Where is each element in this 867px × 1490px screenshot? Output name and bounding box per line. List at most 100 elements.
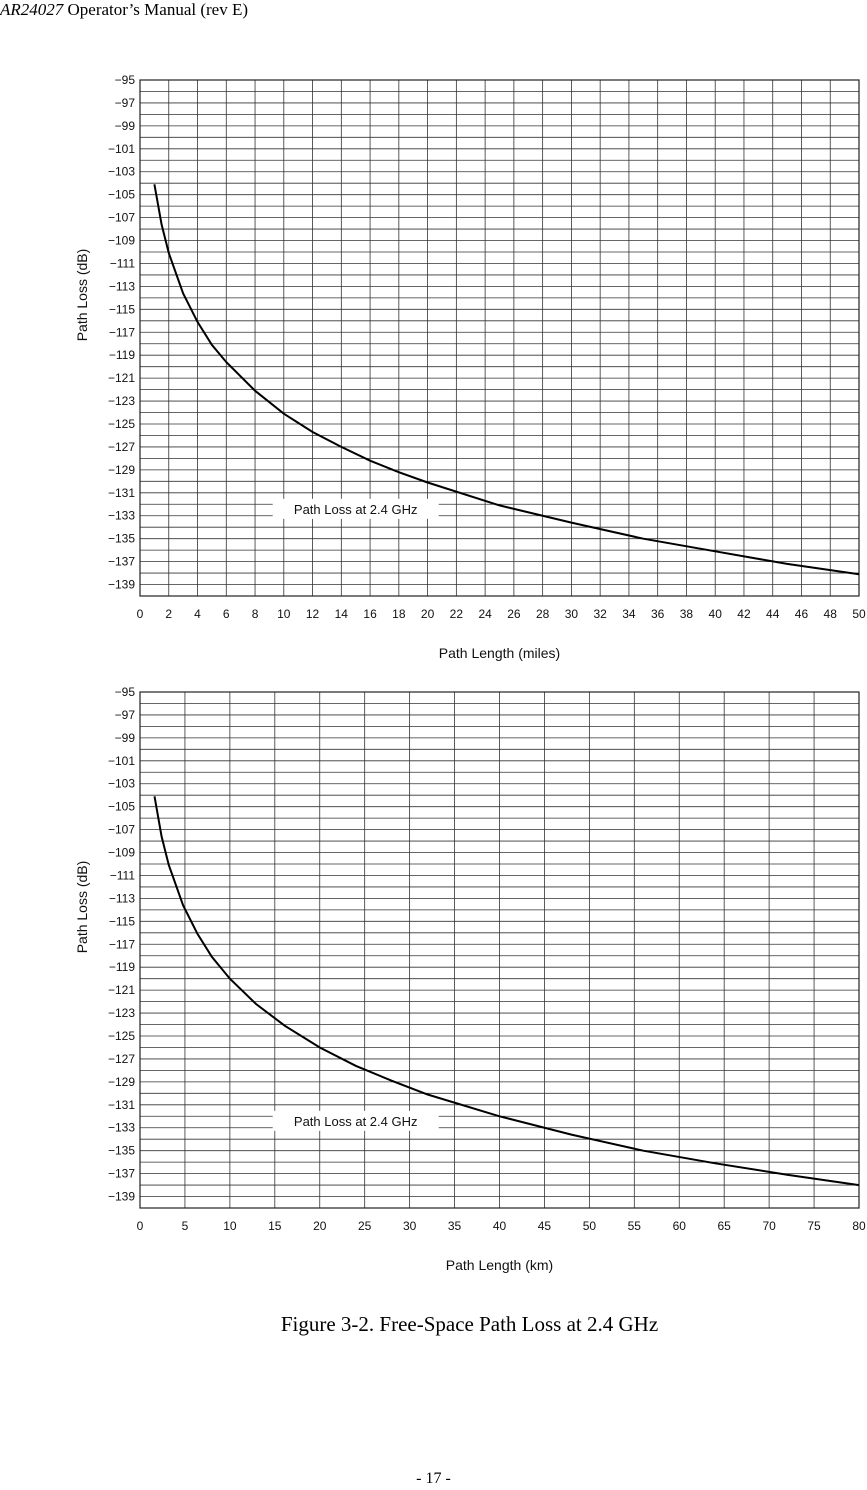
y-tick-label: −129 (108, 1075, 135, 1089)
y-tick-label: −107 (108, 211, 135, 225)
y-tick-label: −127 (108, 440, 135, 454)
y-tick-labels: −95 −97 −99 −101 −103 −105 −107 −109 −111 −113 −11… (108, 73, 135, 592)
y-tick-label: −109 (108, 846, 135, 860)
y-tick-label: −135 (108, 532, 135, 546)
x-tick-label: 46 (795, 607, 809, 621)
annotation-label: Path Loss at 2.4 GHz (294, 1114, 418, 1129)
x-tick-label: 10 (223, 1219, 237, 1233)
x-tick-label: 35 (448, 1219, 462, 1233)
y-tick-label: −125 (108, 417, 135, 431)
y-tick-label: −101 (108, 142, 135, 156)
y-tick-label: −101 (108, 754, 135, 768)
x-tick-labels: 0 5 10 15 20 25 30 35 40 45 50 55 60 65 70 75 80 (137, 1219, 866, 1233)
x-tick-label: 4 (194, 607, 201, 621)
x-tick-label: 55 (628, 1219, 642, 1233)
y-tick-label: −99 (115, 119, 136, 133)
x-tick-label: 34 (622, 607, 636, 621)
x-tick-label: 16 (363, 607, 377, 621)
figure-caption: Figure 3-2. Free-Space Path Loss at 2.4 … (280, 1312, 659, 1336)
annotation-box (272, 498, 439, 519)
series-line (153, 796, 860, 1187)
page-header: AR24027 Operator’s Manual (rev E) (0, 0, 248, 20)
y-tick-label: −139 (108, 578, 135, 592)
x-tick-label: 8 (252, 607, 259, 621)
x-tick-label: 20 (421, 607, 435, 621)
y-tick-label: −133 (108, 509, 135, 523)
x-tick-label: 25 (358, 1219, 372, 1233)
y-tick-label: −111 (110, 256, 136, 270)
y-tick-label: −115 (109, 302, 135, 316)
x-axis-title: Path Length (miles) (439, 645, 560, 661)
x-tick-label: 14 (335, 607, 349, 621)
x-tick-label: 75 (807, 1219, 821, 1233)
x-tick-label: 48 (824, 607, 838, 621)
x-tick-label: 22 (450, 607, 464, 621)
annotation-box (272, 1110, 439, 1131)
x-tick-label: 0 (137, 1219, 144, 1233)
x-tick-label: 24 (478, 607, 492, 621)
x-tick-label: 15 (268, 1219, 282, 1233)
x-tick-labels: 0 2 4 6 8 10 12 14 16 18 20 22 24 26 28 30 32 34 36 38 40 42 4… (137, 607, 866, 621)
x-tick-label: 60 (673, 1219, 687, 1233)
x-tick-label: 10 (277, 607, 291, 621)
document-title: Operator’s Manual (rev E) (63, 0, 249, 19)
y-tick-label: −117 (109, 937, 135, 951)
y-tick-label: −117 (109, 325, 135, 339)
x-tick-label: 42 (737, 607, 751, 621)
y-tick-label: −121 (108, 371, 135, 385)
grid-lines (140, 692, 859, 1208)
y-tick-label: −95 (115, 73, 136, 87)
y-tick-label: −125 (108, 1029, 135, 1043)
x-tick-label: 30 (403, 1219, 417, 1233)
y-tick-label: −119 (109, 348, 135, 362)
y-tick-label: −111 (110, 868, 136, 882)
y-tick-label: −131 (108, 486, 135, 500)
x-tick-label: 2 (165, 607, 172, 621)
document-id: AR24027 (0, 0, 64, 19)
y-tick-label: −103 (108, 165, 135, 179)
y-tick-label: −115 (109, 914, 135, 928)
y-tick-label: −127 (108, 1052, 135, 1066)
y-tick-label: −99 (115, 731, 136, 745)
annotation: Path Loss at 2.4 GHz (272, 498, 439, 519)
path-loss-miles-chart: −95 −97 −99 −101 −103 −105 −107 −109 −111 −113 −11… (74, 73, 866, 661)
y-tick-label: −131 (108, 1098, 135, 1112)
x-tick-label: 44 (766, 607, 780, 621)
x-tick-label: 0 (137, 607, 144, 621)
y-tick-label: −107 (108, 823, 135, 837)
x-tick-label: 65 (718, 1219, 732, 1233)
y-tick-label: −113 (109, 279, 135, 293)
y-tick-label: −105 (108, 188, 135, 202)
y-tick-label: −137 (108, 555, 135, 569)
y-axis-title: Path Loss (dB) (74, 861, 90, 954)
y-tick-labels: −95 −97 −99 −101 −103 −105 −107 −109 −111 −113 −11… (108, 685, 135, 1204)
x-tick-label: 26 (507, 607, 521, 621)
page-number: - 17 - (416, 1470, 451, 1487)
y-tick-label: −123 (108, 1006, 135, 1020)
x-tick-label: 32 (593, 607, 607, 621)
x-tick-label: 5 (182, 1219, 189, 1233)
x-tick-label: 50 (852, 607, 866, 621)
y-tick-label: −119 (109, 960, 135, 974)
x-tick-label: 70 (762, 1219, 776, 1233)
annotation: Path Loss at 2.4 GHz (272, 1110, 439, 1131)
plot-frame (139, 691, 860, 1209)
y-tick-label: −97 (115, 708, 136, 722)
x-tick-label: 38 (680, 607, 694, 621)
x-tick-label: 50 (583, 1219, 597, 1233)
x-tick-label: 80 (852, 1219, 866, 1233)
x-tick-label: 36 (651, 607, 665, 621)
x-tick-label: 18 (392, 607, 406, 621)
y-tick-label: −137 (108, 1167, 135, 1181)
y-tick-label: −129 (108, 463, 135, 477)
x-tick-label: 45 (538, 1219, 552, 1233)
y-tick-label: −139 (108, 1190, 135, 1204)
grid-lines (140, 80, 859, 596)
y-tick-label: −95 (115, 685, 136, 699)
series-line (153, 184, 860, 576)
x-tick-label: 12 (306, 607, 320, 621)
x-axis-title: Path Length (km) (446, 1257, 553, 1273)
x-tick-label: 20 (313, 1219, 327, 1233)
x-tick-label: 28 (536, 607, 550, 621)
y-tick-label: −133 (108, 1121, 135, 1135)
